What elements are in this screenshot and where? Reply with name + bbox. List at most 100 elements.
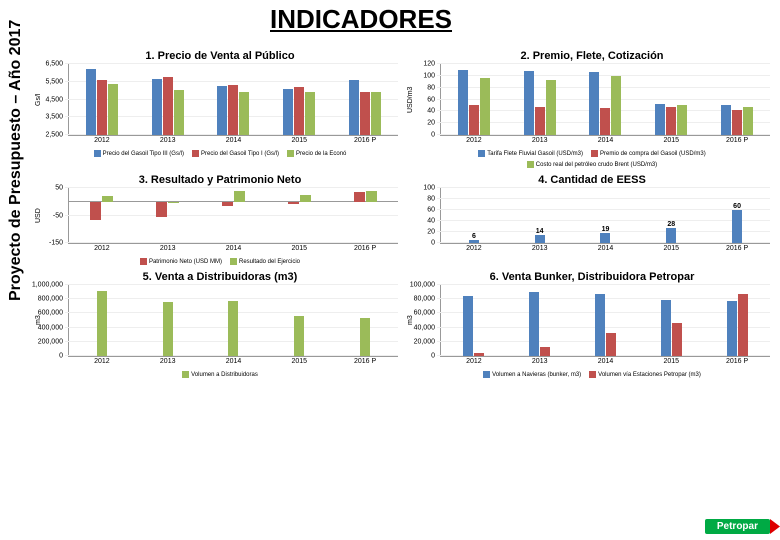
bar-group: 2016 P [704, 64, 770, 135]
x-category-label: 2015 [638, 356, 704, 365]
bar [90, 202, 101, 220]
bar-groups: 20122013201420152016 P [441, 285, 770, 356]
ytick-label: 60 [427, 96, 437, 103]
bar [480, 78, 490, 135]
bar-groups: 20122013201420152016 P [69, 188, 398, 243]
ytick-label: 0 [59, 353, 65, 360]
x-category-label: 2016 P [332, 356, 398, 365]
bar-group: 2016 P [332, 188, 398, 243]
bar [108, 84, 118, 135]
legend-swatch [140, 258, 147, 265]
bar [217, 86, 227, 135]
panel-chart5: 5. Venta a Distribuidoras (m3)m30200,000… [38, 271, 402, 378]
ytick-label: 5,500 [45, 78, 65, 85]
bar [677, 105, 687, 135]
bar [222, 202, 233, 206]
bar [743, 107, 753, 135]
legend: Volumen a Navieras (bunker, m3)Volumen v… [410, 371, 774, 378]
ytick-label: 0 [431, 353, 437, 360]
bar-groups: 20122013201420152016 P [441, 64, 770, 135]
sidebar-title: Proyecto de Presupuesto – Año 2017 [2, 0, 30, 320]
logo-petropar: Petropar [705, 519, 770, 534]
chart-title: 4. Cantidad de EESS [410, 174, 774, 186]
bar [732, 110, 742, 135]
x-category-label: 2012 [441, 243, 507, 252]
bar [546, 80, 556, 135]
x-category-label: 2014 [201, 135, 267, 144]
legend-swatch [589, 371, 596, 378]
legend-item: Tarifa Flete Fluvial Gasoil (USD/m3) [478, 150, 583, 157]
legend-item: Patrimonio Neto (USD MM) [140, 258, 222, 265]
bar-groups: 20122013201420152016 P [69, 285, 398, 356]
ytick-label: 800,000 [38, 296, 65, 303]
legend-item: Costo real del petróleo crudo Brent (USD… [527, 161, 657, 168]
bar [738, 294, 748, 356]
ytick-label: 40,000 [414, 324, 437, 331]
x-category-label: 2012 [69, 243, 135, 252]
ytick-label: 40 [427, 108, 437, 115]
x-category-label: 2013 [507, 243, 573, 252]
ytick-label: 80 [427, 84, 437, 91]
bar-group: 2015 [638, 285, 704, 356]
bar [156, 202, 167, 217]
bar [366, 191, 377, 201]
bar [360, 92, 370, 135]
bar-group: 2015 [266, 64, 332, 135]
ytick-label: 3,500 [45, 114, 65, 121]
bar [611, 76, 621, 135]
bar [234, 191, 245, 201]
bar [535, 107, 545, 135]
ytick-label: 200,000 [38, 338, 65, 345]
bar-groups: 62012142013192014282015602016 P [441, 188, 770, 243]
bar-group: 142013 [507, 188, 573, 243]
legend-swatch [230, 258, 237, 265]
x-category-label: 2016 P [704, 356, 770, 365]
legend-item: Precio del Gasoil Tipo III (Gs/l) [94, 150, 184, 157]
bar [595, 294, 605, 356]
bar-group: 282015 [638, 188, 704, 243]
bar-group: 192014 [573, 188, 639, 243]
bar-group: 2016 P [332, 285, 398, 356]
bar-group: 2013 [135, 64, 201, 135]
legend-label: Volumen vía Estaciones Petropar (m3) [598, 372, 701, 378]
bar-groups: 20122013201420152016 P [69, 64, 398, 135]
bar [463, 296, 473, 356]
x-category-label: 2013 [135, 356, 201, 365]
x-category-label: 2013 [135, 135, 201, 144]
bar-value-label: 14 [536, 228, 544, 235]
legend: Precio del Gasoil Tipo III (Gs/l) Precio … [38, 150, 402, 157]
legend-item: Precio del Gasoil Tipo I (Gs/l) [192, 150, 279, 157]
panel-chart2: 2. Premio, Flete, CotizaciónUSD/m3020406… [410, 50, 774, 168]
bar [727, 301, 737, 356]
x-category-label: 2013 [135, 243, 201, 252]
bar [102, 196, 113, 202]
chart-title: 3. Resultado y Patrimonio Neto [38, 174, 402, 186]
bar-value-label: 28 [667, 221, 675, 228]
ytick-label: 120 [423, 61, 437, 68]
legend-swatch [483, 371, 490, 378]
chart-area: m3020,00040,00060,00080,000100,000201220… [440, 285, 770, 357]
legend-label: Precio del Gasoil Tipo III (Gs/l) [103, 151, 184, 157]
x-category-label: 2013 [507, 356, 573, 365]
bar [174, 90, 184, 135]
panel-chart6: 6. Venta Bunker, Distribuidora Petropar m… [410, 271, 774, 378]
legend-item: Volumen vía Estaciones Petropar (m3) [589, 371, 701, 378]
chart-title: 1. Precio de Venta al Público [38, 50, 402, 62]
legend: Tarifa Flete Fluvial Gasoil (USD/m3)Prem… [410, 150, 774, 168]
bar [349, 80, 359, 135]
bar [163, 77, 173, 135]
chart-title: 6. Venta Bunker, Distribuidora Petropar [410, 271, 774, 283]
bar [294, 316, 304, 356]
chart-area: Gs/l2,5003,5004,5005,5006,50020122013201… [68, 64, 398, 136]
x-category-label: 2015 [638, 243, 704, 252]
ytick-label: 4,500 [45, 96, 65, 103]
bar [672, 323, 682, 356]
chart-area: 0204060801006201214201319201428201560201… [440, 188, 770, 244]
bar: 60 [732, 210, 742, 243]
x-category-label: 2015 [638, 135, 704, 144]
bar [86, 69, 96, 135]
bar [529, 292, 539, 356]
ytick-label: 0 [431, 132, 437, 139]
bar-group: 2015 [266, 188, 332, 243]
bar-group: 62012 [441, 188, 507, 243]
